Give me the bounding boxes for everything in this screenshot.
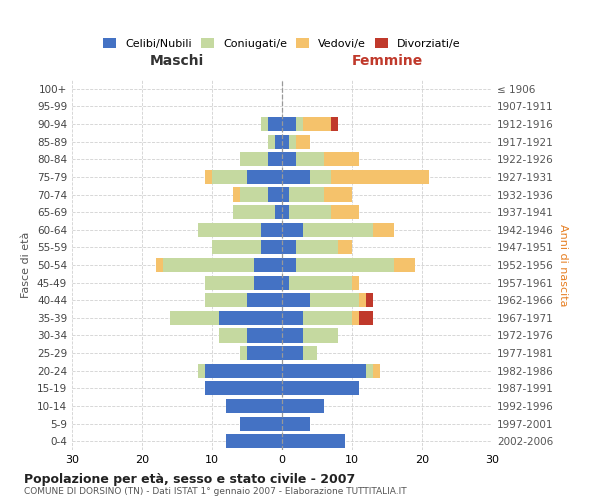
Bar: [219, 328, 247, 342]
Bar: [296, 117, 303, 131]
Bar: [289, 205, 331, 219]
Bar: [205, 364, 282, 378]
Bar: [282, 276, 289, 289]
Bar: [240, 416, 282, 430]
Bar: [373, 364, 380, 378]
Bar: [212, 170, 247, 184]
Bar: [156, 258, 163, 272]
Bar: [233, 188, 240, 202]
Bar: [282, 205, 289, 219]
Bar: [163, 258, 254, 272]
Text: Maschi: Maschi: [150, 54, 204, 68]
Bar: [205, 170, 212, 184]
Bar: [247, 293, 282, 308]
Bar: [331, 170, 429, 184]
Bar: [240, 152, 268, 166]
Bar: [289, 134, 296, 148]
Legend: Celibi/Nubili, Coniugati/e, Vedovi/e, Divorziati/e: Celibi/Nubili, Coniugati/e, Vedovi/e, Di…: [99, 34, 465, 54]
Bar: [282, 346, 303, 360]
Bar: [282, 311, 303, 325]
Bar: [331, 205, 359, 219]
Bar: [359, 293, 366, 308]
Text: Popolazione per età, sesso e stato civile - 2007: Popolazione per età, sesso e stato civil…: [24, 472, 355, 486]
Bar: [394, 258, 415, 272]
Bar: [226, 434, 282, 448]
Bar: [205, 276, 254, 289]
Bar: [366, 293, 373, 308]
Bar: [282, 328, 303, 342]
Bar: [282, 222, 303, 237]
Bar: [324, 188, 352, 202]
Bar: [289, 276, 352, 289]
Bar: [352, 276, 359, 289]
Bar: [240, 188, 268, 202]
Bar: [205, 382, 282, 396]
Bar: [261, 240, 282, 254]
Bar: [254, 258, 282, 272]
Bar: [282, 170, 310, 184]
Bar: [282, 240, 296, 254]
Bar: [310, 293, 359, 308]
Bar: [282, 258, 296, 272]
Bar: [359, 311, 373, 325]
Bar: [268, 117, 282, 131]
Bar: [261, 117, 268, 131]
Bar: [303, 222, 373, 237]
Y-axis label: Anni di nascita: Anni di nascita: [557, 224, 568, 306]
Bar: [282, 364, 366, 378]
Bar: [254, 276, 282, 289]
Bar: [296, 240, 338, 254]
Bar: [282, 152, 296, 166]
Bar: [247, 170, 282, 184]
Bar: [233, 205, 275, 219]
Bar: [373, 222, 394, 237]
Bar: [289, 188, 324, 202]
Bar: [303, 311, 352, 325]
Bar: [296, 152, 324, 166]
Bar: [275, 134, 282, 148]
Bar: [296, 258, 394, 272]
Bar: [226, 399, 282, 413]
Bar: [282, 293, 310, 308]
Bar: [331, 117, 338, 131]
Bar: [366, 364, 373, 378]
Bar: [282, 134, 289, 148]
Bar: [247, 328, 282, 342]
Bar: [247, 346, 282, 360]
Bar: [352, 311, 359, 325]
Bar: [219, 311, 282, 325]
Bar: [303, 117, 331, 131]
Bar: [205, 293, 247, 308]
Bar: [282, 188, 289, 202]
Bar: [198, 222, 261, 237]
Bar: [198, 364, 205, 378]
Bar: [296, 134, 310, 148]
Bar: [282, 434, 345, 448]
Bar: [261, 222, 282, 237]
Bar: [310, 170, 331, 184]
Bar: [268, 188, 282, 202]
Bar: [170, 311, 219, 325]
Bar: [282, 117, 296, 131]
Bar: [338, 240, 352, 254]
Bar: [324, 152, 359, 166]
Text: Femmine: Femmine: [352, 54, 422, 68]
Bar: [303, 346, 317, 360]
Bar: [240, 346, 247, 360]
Bar: [282, 382, 359, 396]
Bar: [275, 205, 282, 219]
Bar: [268, 134, 275, 148]
Text: COMUNE DI DORSINO (TN) - Dati ISTAT 1° gennaio 2007 - Elaborazione TUTTITALIA.IT: COMUNE DI DORSINO (TN) - Dati ISTAT 1° g…: [24, 488, 407, 496]
Bar: [303, 328, 338, 342]
Y-axis label: Fasce di età: Fasce di età: [22, 232, 31, 298]
Bar: [282, 399, 324, 413]
Bar: [282, 416, 310, 430]
Bar: [212, 240, 261, 254]
Bar: [268, 152, 282, 166]
